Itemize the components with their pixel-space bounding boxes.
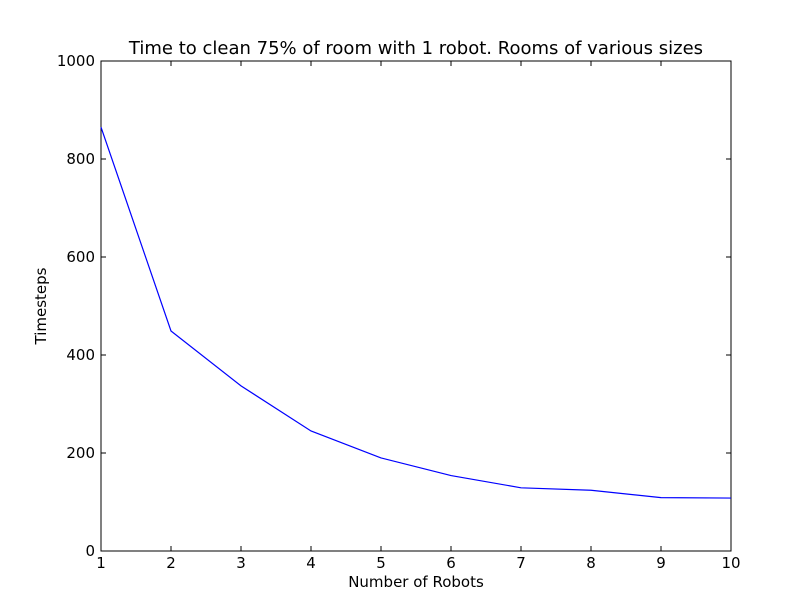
y-tick-label: 0 (85, 542, 95, 560)
x-axis: 1 2 3 4 5 6 7 8 9 10 (96, 61, 741, 572)
x-tick-label: 1 (96, 554, 106, 572)
y-tick-label: 1000 (57, 52, 95, 70)
y-tick-label: 800 (66, 150, 95, 168)
x-tick-label: 2 (166, 554, 176, 572)
x-axis-label: Number of Robots (348, 573, 484, 591)
x-tick-label: 9 (656, 554, 666, 572)
x-tick-label: 8 (586, 554, 596, 572)
x-tick-label: 4 (306, 554, 316, 572)
x-tick-label: 7 (516, 554, 526, 572)
y-tick-label: 600 (66, 248, 95, 266)
x-tick-label: 5 (376, 554, 386, 572)
series-line (100, 126, 732, 499)
y-tick-label: 400 (66, 346, 95, 364)
y-tick-label: 200 (66, 444, 95, 462)
x-tick-label: 6 (446, 554, 456, 572)
plot-area-frame (100, 60, 732, 552)
x-tick-label: 3 (236, 554, 246, 572)
y-axis-label: Timesteps (32, 267, 50, 345)
chart-title: Time to clean 75% of room with 1 robot. … (128, 38, 703, 59)
y-axis: 0 200 400 600 800 1000 (57, 52, 731, 560)
x-tick-label: 10 (721, 554, 740, 572)
series-layer (100, 126, 732, 499)
